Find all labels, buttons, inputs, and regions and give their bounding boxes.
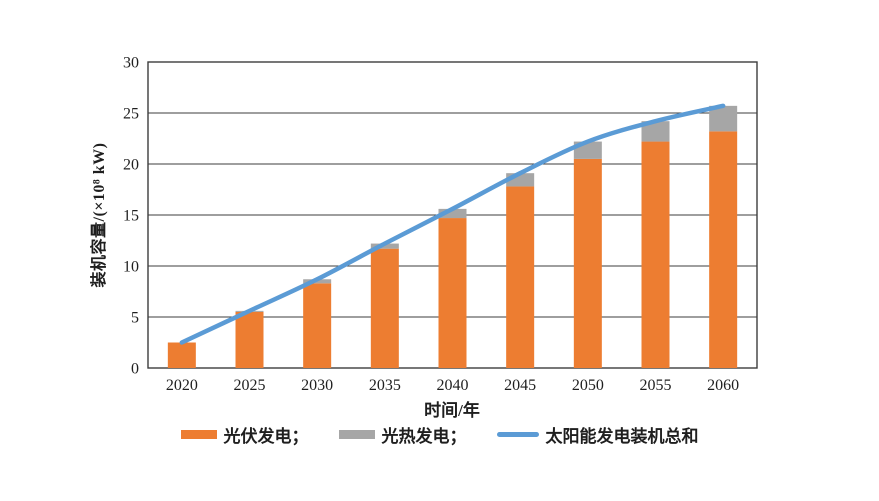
y-tick-label: 25 — [123, 106, 139, 123]
total-line — [179, 103, 726, 345]
bar-segment-pv-2040 — [438, 218, 467, 368]
legend-item-0: 光伏发电； — [180, 422, 309, 447]
bar-segment-pv-2035 — [370, 248, 399, 368]
bar-segment-pv-2055 — [641, 141, 670, 368]
bar-segment-pv-2045 — [506, 186, 535, 368]
bar-segment-pv-2030 — [303, 283, 332, 368]
bar-segment-pv-2060 — [709, 131, 738, 368]
y-tick-label: 20 — [123, 157, 139, 174]
y-tick-label: 5 — [131, 310, 139, 327]
x-tick-label: 2040 — [437, 377, 469, 394]
x-tick-label: 2025 — [234, 377, 266, 394]
y-tick-label: 10 — [123, 259, 139, 276]
legend-item-1: 光热发电； — [338, 422, 467, 447]
x-tick-label: 2050 — [572, 377, 604, 394]
x-axis-title: 时间/年 — [424, 401, 480, 420]
legend-rect-swatch — [338, 430, 375, 439]
x-tick-label: 2045 — [504, 377, 536, 394]
bar-segment-csp-2055 — [641, 121, 670, 142]
bar-segment-pv-2020 — [167, 342, 196, 368]
bar-segment-pv-2025 — [235, 311, 264, 368]
x-tick-label: 2020 — [166, 377, 198, 394]
bar-segment-csp-2040 — [438, 208, 467, 219]
y-tick-label: 15 — [123, 208, 139, 225]
legend-line-swatch — [496, 432, 539, 437]
x-tick-label: 2060 — [707, 377, 739, 394]
legend-item-2: 太阳能发电装机总和 — [496, 422, 699, 447]
legend-label: 太阳能发电装机总和 — [545, 427, 699, 446]
x-tick-label: 2035 — [369, 377, 401, 394]
bar-segment-csp-2035 — [370, 243, 399, 249]
y-tick-label: 0 — [131, 361, 139, 378]
y-tick-label: 30 — [123, 55, 139, 72]
legend-label: 光伏发电； — [223, 427, 309, 446]
y-axis-title: 装机容量/(×10⁸ kW) — [91, 142, 108, 288]
legend-rect-swatch — [180, 430, 217, 439]
legend: 光伏发电； 光热发电； 太阳能发电装机总和 — [0, 422, 879, 447]
x-tick-label: 2055 — [640, 377, 672, 394]
legend-label: 光热发电； — [381, 427, 467, 446]
x-tick-label: 2030 — [301, 377, 333, 394]
bar-segment-pv-2050 — [573, 158, 602, 368]
